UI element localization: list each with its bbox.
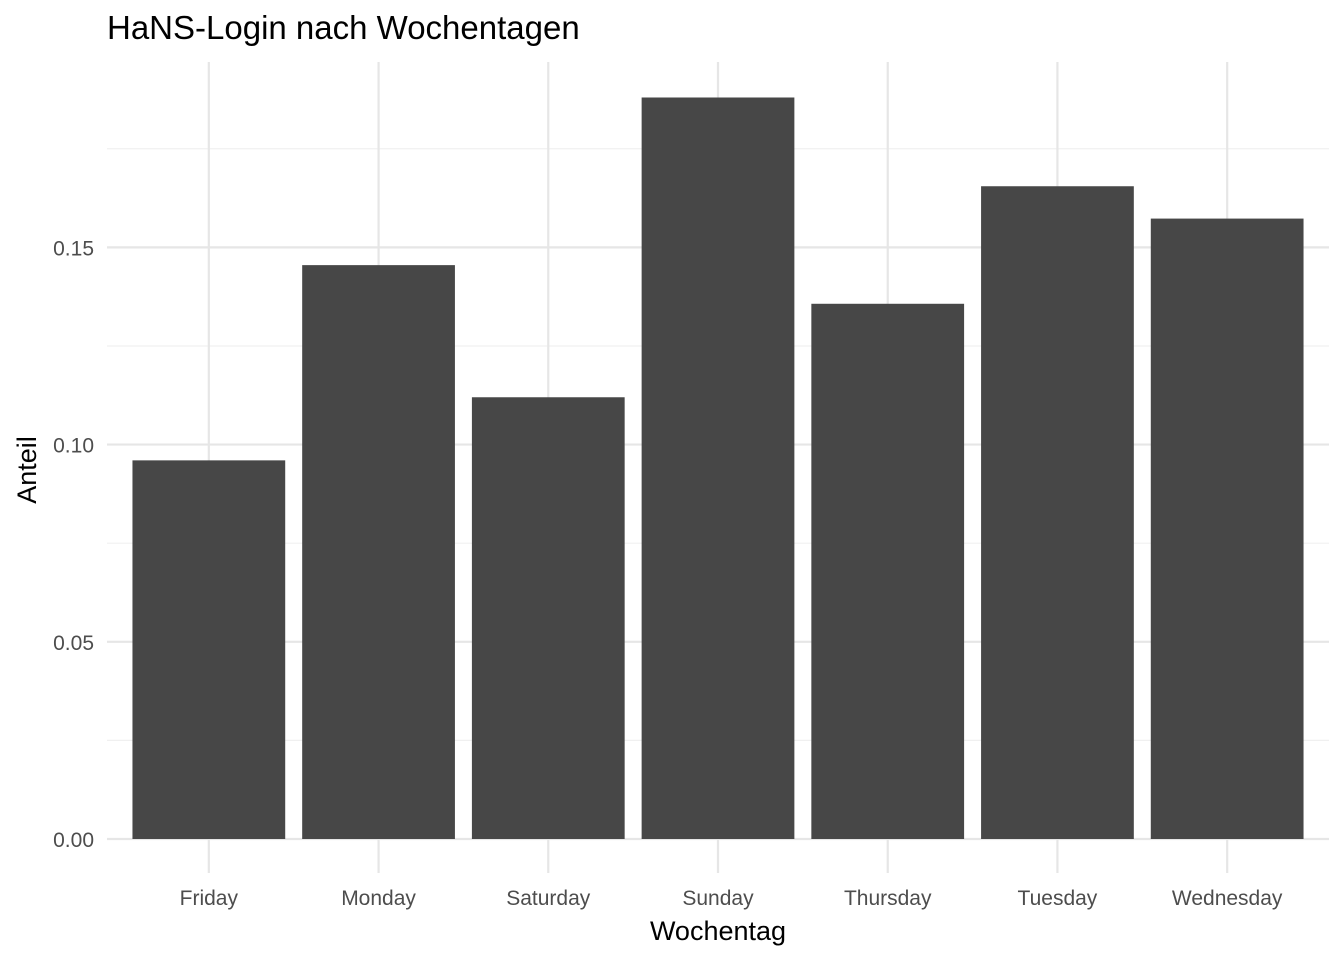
x-axis-title: Wochentag <box>650 916 786 946</box>
x-tick-label: Sunday <box>682 887 754 910</box>
y-tick-label: 0.10 <box>53 435 94 458</box>
x-tick-label: Tuesday <box>1018 887 1098 910</box>
x-tick-labels: Friday Monday Saturday Sunday Thursday Tuesda… <box>180 887 1283 910</box>
bar-friday <box>132 460 286 839</box>
y-tick-label: 0.00 <box>53 829 94 852</box>
bar-wednesday <box>1150 218 1304 839</box>
y-axis-title: Anteil <box>12 436 42 504</box>
bar-sunday <box>641 97 795 840</box>
chart-title: HaNS-Login nach Wochentagen <box>107 9 580 46</box>
bars <box>132 97 1304 840</box>
y-tick-labels: 0.00 0.05 0.10 0.15 <box>53 237 94 852</box>
x-tick-label: Wednesday <box>1172 887 1283 910</box>
x-tick-label: Monday <box>341 887 416 910</box>
bar-thursday <box>811 303 965 839</box>
y-tick-label: 0.15 <box>53 237 94 260</box>
y-tick-label: 0.05 <box>53 632 94 655</box>
x-tick-label: Friday <box>180 887 239 910</box>
bar-monday <box>302 265 455 839</box>
x-tick-label: Saturday <box>506 887 591 910</box>
bar-tuesday <box>981 186 1134 840</box>
bar-saturday <box>471 397 625 839</box>
x-tick-label: Thursday <box>844 887 932 910</box>
